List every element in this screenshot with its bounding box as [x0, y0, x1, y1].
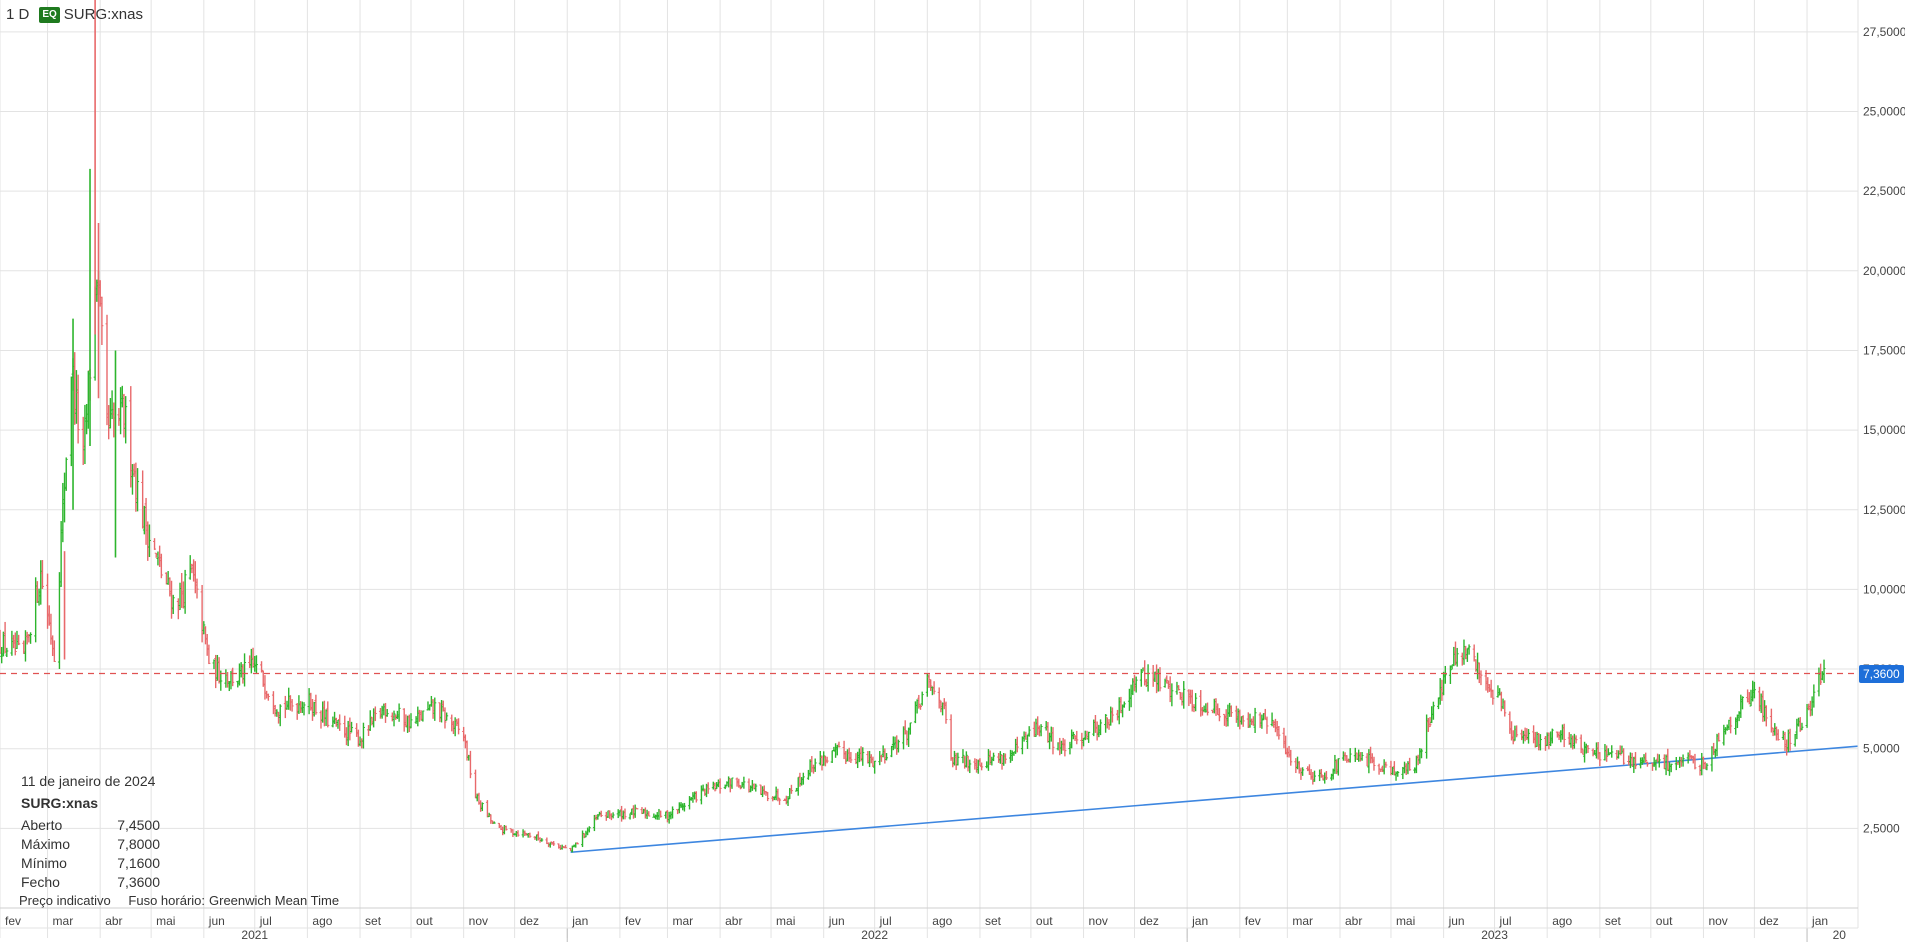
- ohlc-bars: [0, 0, 1826, 853]
- x-year-label: 2021: [241, 928, 268, 942]
- x-month-label: dez: [1759, 914, 1778, 928]
- x-month-label: jun: [1448, 914, 1465, 928]
- x-month-label: set: [1605, 914, 1622, 928]
- x-month-label: mar: [672, 914, 693, 928]
- indicative-price-note: Preço indicativo: [19, 893, 111, 908]
- x-month-label: set: [365, 914, 382, 928]
- x-month-label: fev: [625, 914, 641, 928]
- x-month-label: abr: [1345, 914, 1362, 928]
- x-month-label: nov: [469, 914, 488, 928]
- x-month-label: mai: [1396, 914, 1415, 928]
- x-month-label: jul: [259, 914, 272, 928]
- last-price-tag: 7,3600: [1859, 664, 1904, 683]
- y-tick-label: 12,5000: [1863, 503, 1905, 517]
- info-symbol: SURG:xnas: [21, 795, 99, 811]
- y-tick-label: 5,0000: [1863, 742, 1900, 756]
- x-month-label: mai: [156, 914, 175, 928]
- x-year-label: 2023: [1481, 928, 1508, 942]
- x-month-label: nov: [1708, 914, 1727, 928]
- x-month-label: out: [1036, 914, 1053, 928]
- interval-label[interactable]: 1 D: [6, 6, 30, 23]
- chart-header: 1 D EQ SURG:xnas: [6, 6, 143, 23]
- y-tick-label: 15,0000: [1863, 423, 1905, 437]
- ohlc-row-close: Fecho 7,3600: [21, 873, 161, 890]
- ohlc-row-low: Mínimo 7,1600: [21, 854, 161, 871]
- x-month-label: mar: [1292, 914, 1313, 928]
- y-axis: 2,50005,00007,500010,000012,500015,00001…: [1857, 0, 1905, 928]
- x-month-label: abr: [725, 914, 742, 928]
- equity-badge: EQ: [39, 6, 60, 23]
- support-trendline: [570, 745, 1859, 854]
- y-tick-label: 22,5000: [1863, 184, 1905, 198]
- y-tick-label: 10,0000: [1863, 582, 1905, 596]
- x-month-label: mar: [53, 914, 74, 928]
- y-tick-label: 27,5000: [1863, 25, 1905, 39]
- x-year-label: 2022: [861, 928, 888, 942]
- x-month-label: set: [985, 914, 1002, 928]
- x-month-label: mai: [776, 914, 795, 928]
- x-year-label: 20: [1833, 928, 1847, 942]
- trendline: [570, 745, 1859, 854]
- x-month-label: jul: [879, 914, 892, 928]
- x-month-label: abr: [105, 914, 122, 928]
- chart-grid: [0, 0, 1858, 942]
- x-month-label: jun: [828, 914, 845, 928]
- info-date: 11 de janeiro de 2024: [21, 773, 156, 789]
- x-month-label: dez: [520, 914, 539, 928]
- symbol-label[interactable]: SURG:xnas: [63, 6, 143, 23]
- x-month-label: out: [1656, 914, 1673, 928]
- y-tick-label: 2,5000: [1863, 821, 1900, 835]
- x-month-label: nov: [1089, 914, 1108, 928]
- ohlc-info-panel: 11 de janeiro de 2024 SURG:xnas Aberto 7,…: [21, 773, 160, 891]
- x-month-label: ago: [312, 914, 332, 928]
- x-month-label: ago: [1552, 914, 1572, 928]
- ohlc-table: Aberto 7,4500 Máximo 7,8000 Mínimo 7,1600 F…: [21, 815, 160, 891]
- x-month-label: ago: [932, 914, 952, 928]
- x-month-label: out: [416, 914, 433, 928]
- chart-footer: Preço indicativo Fuso horário: Greenwich …: [19, 893, 353, 908]
- x-month-label: jan: [1811, 914, 1828, 928]
- x-month-label: dez: [1140, 914, 1159, 928]
- x-month-label: jul: [1499, 914, 1512, 928]
- ohlc-row-high: Máximo 7,8000: [21, 835, 161, 852]
- x-month-label: jun: [208, 914, 225, 928]
- x-month-label: fev: [1245, 914, 1261, 928]
- y-tick-label: 17,5000: [1863, 343, 1905, 357]
- x-month-label: jan: [571, 914, 588, 928]
- x-axis: fev mar abr mai jun jul ago set out nov dez jan fev m…: [0, 907, 1858, 942]
- timezone-label: Fuso horário: Greenwich Mean Time: [128, 893, 340, 908]
- y-tick-label: 25,0000: [1863, 105, 1905, 119]
- x-month-label: jan: [1191, 914, 1208, 928]
- ohlc-row-open: Aberto 7,4500: [21, 816, 161, 833]
- y-tick-label: 20,0000: [1863, 264, 1905, 278]
- x-month-label: fev: [5, 914, 21, 928]
